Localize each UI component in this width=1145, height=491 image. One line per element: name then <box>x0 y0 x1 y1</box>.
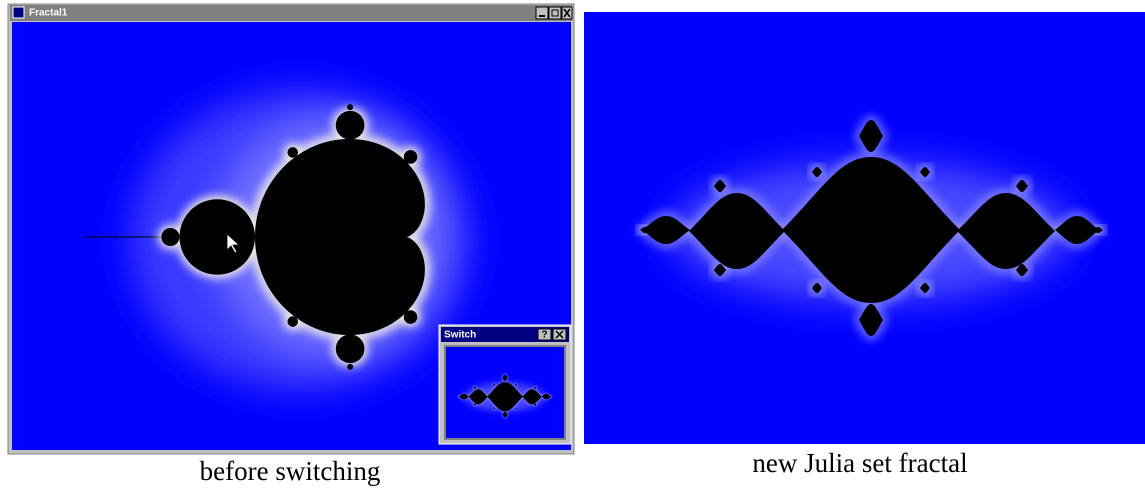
app-icon <box>13 7 24 18</box>
page: Fractal1 Switch ? before switching new J… <box>0 0 1145 491</box>
bulb <box>287 316 298 327</box>
bulb <box>161 228 179 246</box>
help-button-label[interactable]: ? <box>541 330 547 341</box>
bulb <box>347 104 353 110</box>
bulb <box>336 334 365 363</box>
maximize-button[interactable] <box>549 7 561 19</box>
bulb <box>287 147 298 158</box>
dialog-title: Switch <box>444 330 476 341</box>
window-buttons[interactable] <box>536 7 572 19</box>
caption-left: before switching <box>200 456 381 486</box>
minimize-button[interactable] <box>536 7 548 19</box>
bulb <box>347 364 353 370</box>
caption-right: new Julia set fractal <box>752 448 967 478</box>
title-bar <box>10 5 572 21</box>
bulb <box>404 310 418 324</box>
bulb <box>404 150 418 164</box>
bulb <box>336 111 365 140</box>
bulb <box>180 199 256 275</box>
window-title: Fractal1 <box>29 8 68 19</box>
switch-dialog: Switch ? <box>439 325 571 444</box>
